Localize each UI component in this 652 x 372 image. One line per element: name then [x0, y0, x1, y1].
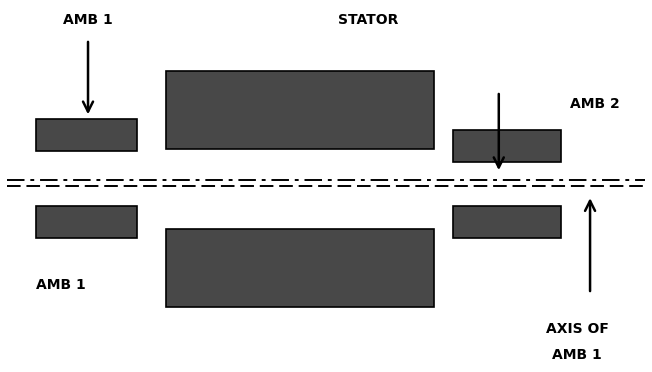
- Text: AMB 2: AMB 2: [570, 97, 620, 111]
- Bar: [453, 130, 561, 162]
- Bar: [36, 206, 137, 238]
- Text: STATOR: STATOR: [338, 13, 398, 28]
- Bar: [166, 71, 434, 149]
- Bar: [166, 229, 434, 307]
- Text: AXIS OF: AXIS OF: [546, 322, 608, 336]
- Text: AMB 1: AMB 1: [552, 348, 602, 362]
- Bar: [453, 206, 561, 238]
- Bar: [36, 119, 137, 151]
- Text: AMB 1: AMB 1: [63, 13, 113, 28]
- Text: AMB 1: AMB 1: [36, 278, 85, 292]
